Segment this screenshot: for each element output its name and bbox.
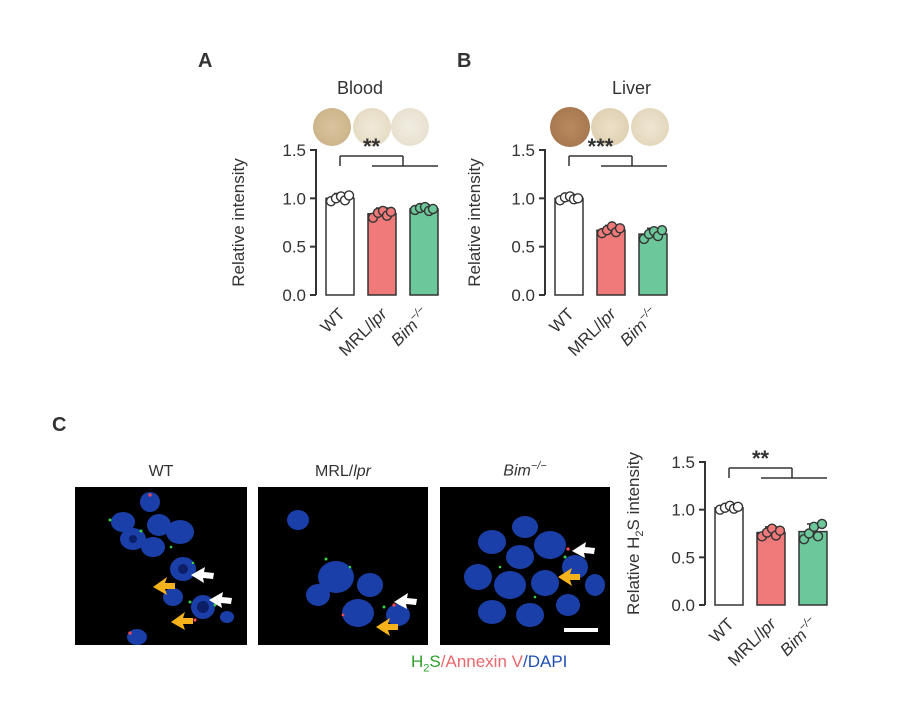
bar-wt [325, 197, 355, 296]
y-tick-label: 1.0 [671, 501, 695, 520]
x-tick-label: WT [317, 304, 349, 336]
bar-mrllpr [367, 213, 397, 296]
significance-stars: ** [363, 135, 381, 159]
y-tick-label: 1.0 [511, 189, 535, 208]
chart-a: 0.0 0.5 1.0 1.5 Relative intensity WTMRL/lprB… [229, 135, 439, 360]
nuclei-bim [464, 516, 605, 627]
data-point [656, 225, 668, 236]
panel-letter-c: C [52, 414, 67, 436]
x-tick-label: MRL/lpr [564, 303, 620, 359]
liver-sample-wells [550, 107, 669, 147]
y-tick-label: 0.5 [511, 238, 535, 257]
y-axis-label: Relative H2S intensity [624, 452, 646, 615]
x-tick-label: MRL/lpr [724, 613, 780, 669]
blood-sample-wells [313, 108, 429, 146]
micrograph-mrl [258, 487, 428, 645]
data-point [816, 518, 828, 530]
panel-letter-a: A [198, 50, 213, 72]
y-tick-label: 1.5 [671, 453, 695, 472]
significance-stars: *** [588, 135, 614, 159]
bar-bim [409, 208, 439, 296]
x-tick-label: MRL/lpr [335, 303, 391, 359]
blood-well-mrl [353, 108, 391, 146]
y-tick-label: 0.0 [511, 286, 535, 305]
arrows-mrl [376, 593, 417, 636]
x-tick-label: Bim−/− [387, 303, 434, 350]
significance-stars: ** [752, 446, 770, 471]
liver-well-bim [631, 108, 669, 146]
chart-c: 0.0 0.5 1.0 1.5 Relative H2S intensity WTMRL/… [624, 446, 828, 670]
panel-letter-b: B [457, 50, 472, 72]
data-point [343, 190, 355, 201]
y-axis-label: Relative intensity [229, 158, 248, 287]
scale-bar [564, 628, 598, 632]
arrows-bim [558, 542, 595, 586]
data-point [572, 193, 584, 204]
legend-dapi: DAPI [527, 652, 568, 671]
nuclei-wt [111, 492, 234, 645]
y-tick-label: 0.0 [282, 286, 306, 305]
legend-annexin: Annexin V [445, 652, 523, 671]
arrows-wt [153, 567, 232, 630]
micrograph-label-mrl: MRL/lpr [314, 463, 371, 480]
x-tick-label: Bim−/− [776, 613, 823, 660]
data-point [614, 223, 626, 234]
data-point [427, 203, 439, 215]
data-point [803, 528, 815, 539]
fluorescence-legend: H2S/Annexin V/DAPI [411, 652, 568, 675]
x-tick-label: WT [706, 614, 738, 646]
bar-mrllpr [756, 531, 786, 606]
data-point [812, 531, 824, 542]
data-point [774, 525, 786, 536]
liver-title: Liver [612, 78, 652, 98]
liver-well-wt [550, 107, 590, 147]
y-tick-label: 0.5 [282, 238, 306, 257]
nuclei-mrl [287, 510, 410, 627]
chart-b: 0.0 0.5 1.0 1.5 Relative intensity WTMRL/lprB… [465, 135, 668, 360]
legend-h2s: H2S [411, 652, 441, 675]
micrograph-wt [75, 487, 247, 645]
blood-well-wt [313, 108, 351, 146]
micrograph-bim [440, 487, 610, 645]
micrograph-label-bim: Bim−/− [503, 460, 547, 480]
blood-title: Blood [337, 78, 384, 98]
data-point [732, 501, 744, 513]
x-tick-label: WT [546, 304, 578, 336]
y-tick-label: 0.5 [671, 548, 695, 567]
blood-well-bim [391, 108, 429, 146]
y-tick-label: 1.5 [282, 141, 306, 160]
y-tick-label: 1.5 [511, 141, 535, 160]
data-point [385, 206, 397, 218]
x-tick-label: Bim−/− [616, 303, 663, 350]
bar-wt [714, 507, 744, 606]
liver-well-mrl [591, 108, 629, 146]
y-tick-label: 0.0 [671, 596, 695, 615]
y-axis-label: Relative intensity [465, 158, 484, 287]
bar-mrllpr [596, 229, 626, 296]
bar-bim [638, 233, 668, 296]
micrograph-label-wt: WT [148, 463, 174, 480]
bar-wt [554, 197, 584, 296]
y-tick-label: 1.0 [282, 189, 306, 208]
